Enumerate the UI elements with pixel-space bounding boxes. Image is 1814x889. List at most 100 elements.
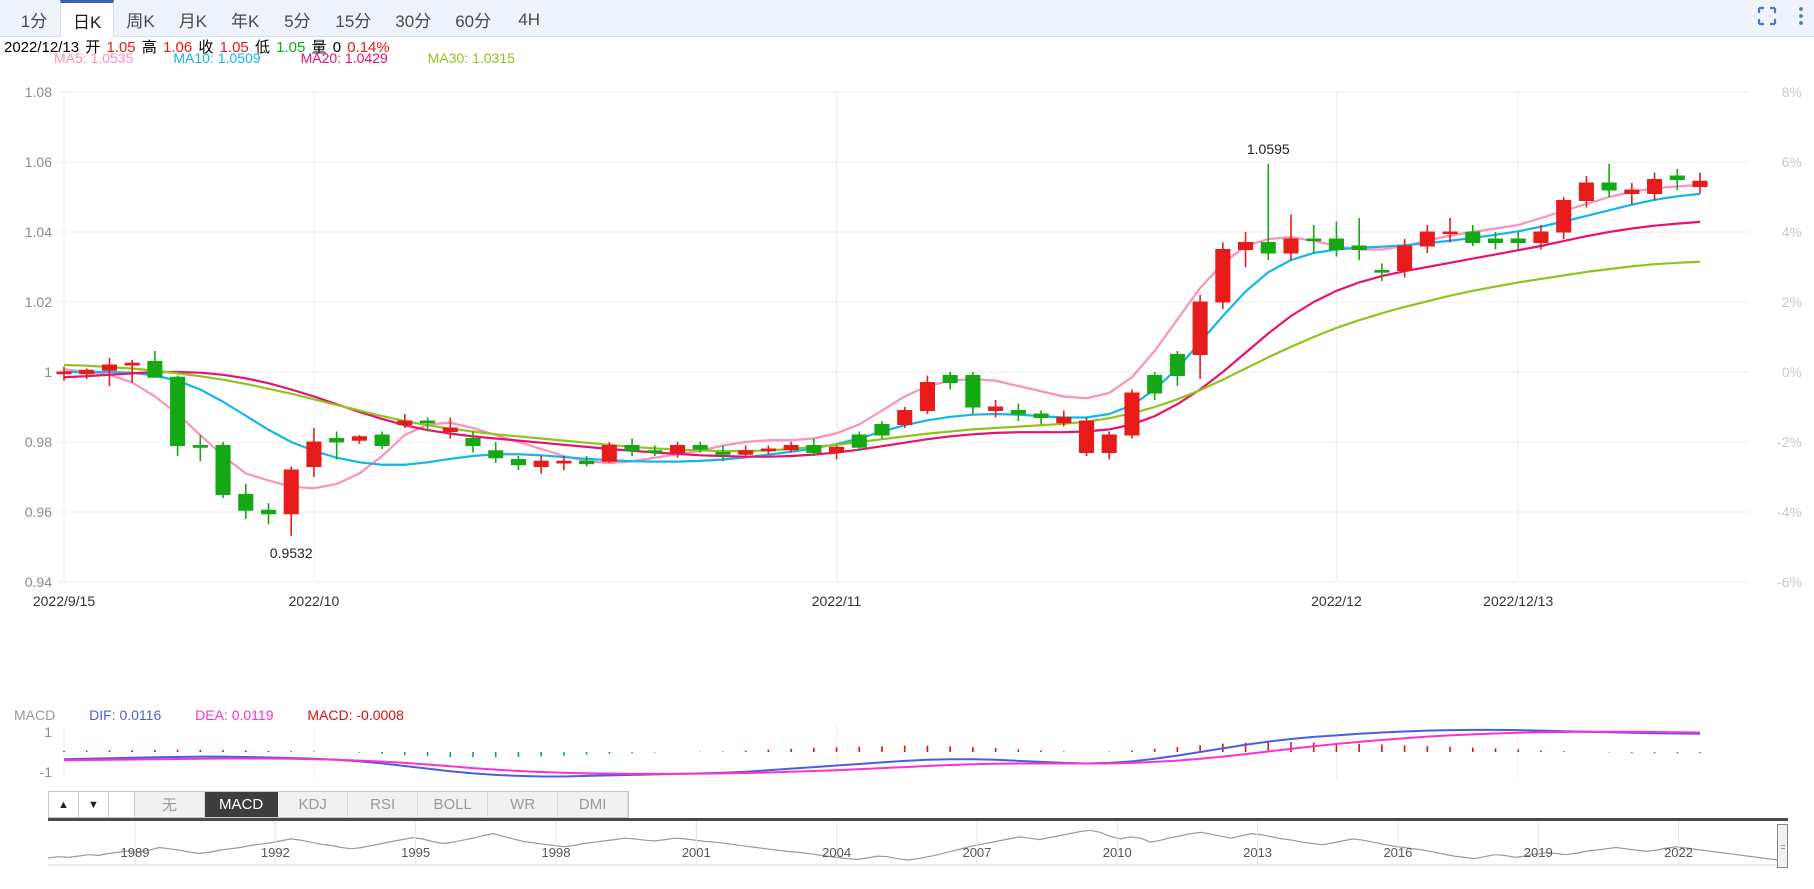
indicator-tab-kdj[interactable]: KDJ	[278, 792, 349, 817]
period-tab-5[interactable]: 5分	[271, 0, 323, 36]
period-tab-3[interactable]: 月K	[167, 0, 219, 36]
navigator-year-label: 1995	[401, 845, 430, 860]
price-y-tick-left: 1	[44, 364, 52, 380]
indicator-tab-boll[interactable]: BOLL	[418, 792, 489, 817]
macd-chart-svg[interactable]: 1 -1	[0, 720, 1814, 785]
candle-body	[1169, 354, 1185, 376]
candle-body	[1192, 301, 1208, 355]
period-tab-label: 周K	[126, 12, 155, 31]
macd-dea-line	[63, 730, 1701, 775]
macd-dif-line	[63, 728, 1701, 778]
indicator-tab-dmi[interactable]: DMI	[558, 792, 629, 817]
candle-body	[942, 375, 958, 383]
candle-body	[488, 450, 504, 459]
candle-body	[1306, 238, 1322, 242]
navigator-svg[interactable]: 1989 1992 1995 1998 2001 2004 2007 2010 2013 2016…	[48, 821, 1788, 866]
period-toolbar: 1分 日K 周K 月K 年K 5分 15分 30分 60分 4H	[0, 0, 1814, 37]
candle-body	[1510, 238, 1526, 243]
indicator-strip-spacer	[109, 792, 135, 817]
candle-body	[79, 369, 95, 375]
range-navigator[interactable]: 1989 1992 1995 1998 2001 2004 2007 2010 2013 2016…	[48, 818, 1788, 868]
candle-body	[806, 445, 822, 453]
candle-body	[1374, 270, 1390, 273]
period-tab-0[interactable]: 1分	[8, 0, 60, 36]
candle-body	[306, 441, 322, 467]
period-tab-4[interactable]: 年K	[219, 0, 271, 36]
period-tab-7[interactable]: 30分	[383, 0, 443, 36]
indicator-tabs: 无 MACD KDJ RSI BOLL WR DMI	[135, 792, 629, 817]
candle-body	[988, 406, 1004, 411]
price-chart-panel[interactable]: 0.94 0.96 0.98 1 1.02 1.04 1.06 1.08 -6% -4% -2% 0%…	[0, 74, 1814, 669]
indicator-tab-无[interactable]: 无	[135, 792, 205, 817]
period-tab-6[interactable]: 15分	[323, 0, 383, 36]
ma-legend-ma10: MA10: 1.0509	[173, 50, 261, 66]
candle-body	[579, 460, 595, 465]
candle-body	[1397, 245, 1413, 271]
period-tab-label: 60分	[455, 12, 492, 31]
period-tab-9[interactable]: 4H	[503, 0, 555, 36]
candle-body	[919, 382, 935, 411]
ma-legend-ma30: MA30: 1.0315	[427, 50, 515, 66]
toolbar-icons	[1756, 0, 1804, 37]
indicator-tab-rsi[interactable]: RSI	[348, 792, 419, 817]
price-y-tick-left: 0.98	[25, 434, 52, 450]
candle-body	[715, 452, 731, 455]
navigator-year-label: 1992	[261, 845, 290, 860]
period-tab-label: 月K	[178, 12, 208, 31]
price-y-tick-right: -4%	[1777, 504, 1802, 520]
period-tab-1[interactable]: 日K	[60, 0, 115, 37]
candle-body	[601, 445, 617, 462]
price-y-tick-left: 0.94	[25, 574, 52, 590]
more-vertical-icon[interactable]	[1798, 5, 1804, 32]
indicator-tab-wr[interactable]: WR	[488, 792, 559, 817]
candle-body	[124, 362, 140, 366]
candle-body	[192, 445, 208, 448]
indicator-tab-macd[interactable]: MACD	[205, 792, 279, 817]
candle-body	[1487, 238, 1504, 243]
candle-body	[283, 469, 299, 515]
period-tab-2[interactable]: 周K	[114, 0, 166, 36]
ma-line-ma30	[63, 260, 1701, 453]
candle-body	[1624, 189, 1640, 194]
navigator-year-label: 2022	[1664, 845, 1693, 860]
quote-close-label: 收	[198, 39, 214, 56]
navigator-year-label: 1998	[542, 845, 571, 860]
price-y-tick-right: -6%	[1777, 574, 1802, 590]
price-y-tick-right: 0%	[1782, 364, 1802, 380]
price-y-tick-left: 0.96	[25, 504, 52, 520]
collapse-icon[interactable]	[1756, 5, 1778, 32]
candle-body	[1647, 179, 1663, 194]
quote-high-label: 高	[141, 39, 157, 56]
candle-body	[374, 434, 390, 446]
indicator-scroll-down-button[interactable]: ▼	[79, 792, 109, 817]
period-tab-label: 1分	[20, 12, 48, 31]
period-tab-label: 4H	[518, 9, 540, 29]
price-y-tick-right: 4%	[1782, 224, 1802, 240]
candle-body	[1101, 434, 1117, 453]
navigator-year-label: 2016	[1383, 845, 1412, 860]
candle-body	[1578, 182, 1594, 201]
period-tab-label: 15分	[335, 12, 372, 31]
price-y-tick-right: 8%	[1782, 84, 1802, 100]
candle-body	[692, 445, 708, 450]
candle-body	[556, 460, 572, 464]
candle-body	[1124, 392, 1140, 436]
navigator-year-label: 2010	[1103, 845, 1132, 860]
period-tab-8[interactable]: 60分	[443, 0, 503, 36]
indicator-scroll-up-button[interactable]: ▲	[49, 792, 79, 817]
navigator-right-handle[interactable]	[1777, 824, 1788, 868]
ma-legend-ma5: MA5: 1.0535	[54, 50, 134, 66]
candle-body	[1419, 231, 1435, 247]
navigator-year-label: 2007	[962, 845, 991, 860]
candle-body	[1669, 175, 1685, 180]
quote-low-value: 1.05	[276, 39, 306, 56]
candle-body	[56, 371, 72, 375]
period-tab-label: 年K	[231, 12, 260, 31]
macd-legend: MACD DIF: 0.0116 DEA: 0.0119 MACD: -0.00…	[14, 707, 434, 723]
macd-chart-panel[interactable]: 1 -1	[0, 720, 1814, 785]
price-y-tick-left: 1.04	[25, 224, 52, 240]
price-chart-svg[interactable]: 0.94 0.96 0.98 1 1.02 1.04 1.06 1.08 -6% -4% -2% 0%…	[0, 74, 1814, 669]
candle-body	[465, 438, 481, 446]
candle-body	[851, 434, 867, 448]
candle-body	[1010, 410, 1026, 415]
